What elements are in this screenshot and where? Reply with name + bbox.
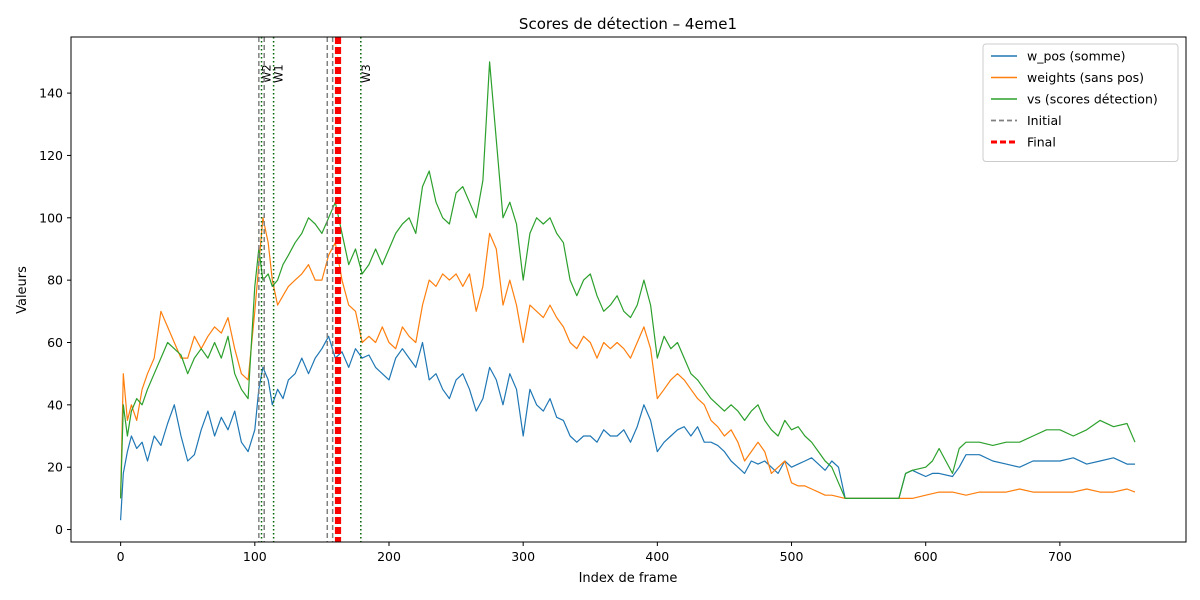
legend-label-final: Final: [1027, 135, 1056, 150]
x-tick-label: 300: [511, 549, 535, 564]
x-axis-ticks: 0 100 200 300 400 500 600 700: [117, 542, 1072, 564]
series-line-weights-sans-pos: [120, 217, 1136, 499]
y-tick-label: 120: [39, 148, 63, 163]
y-axis-ticks: 0 20 40 60 80 100 120 140: [39, 86, 71, 537]
y-tick-label: 100: [39, 210, 63, 225]
x-axis-label: Index de frame: [579, 571, 678, 586]
y-tick-label: 0: [55, 522, 63, 537]
vline-label-w3: W3: [359, 64, 373, 83]
y-tick-label: 80: [47, 273, 63, 288]
y-axis-label: Valeurs: [15, 266, 30, 314]
x-tick-label: 200: [377, 549, 401, 564]
x-tick-label: 500: [780, 549, 804, 564]
y-tick-label: 140: [39, 86, 63, 101]
x-tick-label: 0: [117, 549, 125, 564]
x-tick-label: 700: [1048, 549, 1072, 564]
y-tick-label: 40: [47, 397, 63, 412]
legend-box: [982, 43, 1179, 162]
y-tick-label: 20: [47, 460, 63, 475]
vline-label-w2: W2: [260, 64, 274, 83]
vline-label-w1: W1: [272, 64, 286, 83]
x-tick-label: 100: [243, 549, 267, 564]
legend-label-initial: Initial: [1027, 113, 1062, 128]
legend-label-weights-sans-pos: weights (sans pos): [1027, 70, 1144, 85]
y-tick-label: 60: [47, 335, 63, 350]
legend-label-w-pos-somme: w_pos (somme): [1027, 49, 1126, 64]
legend-label-vs-scores-d-tection: vs (scores détection): [1027, 92, 1158, 107]
x-tick-label: 400: [645, 549, 669, 564]
legend: w_pos (somme) weights (sans pos) vs (score…: [982, 43, 1179, 162]
plot-frame: [70, 36, 1187, 543]
chart-title: Scores de détection – 4eme1: [519, 15, 737, 33]
x-tick-label: 600: [914, 549, 938, 564]
